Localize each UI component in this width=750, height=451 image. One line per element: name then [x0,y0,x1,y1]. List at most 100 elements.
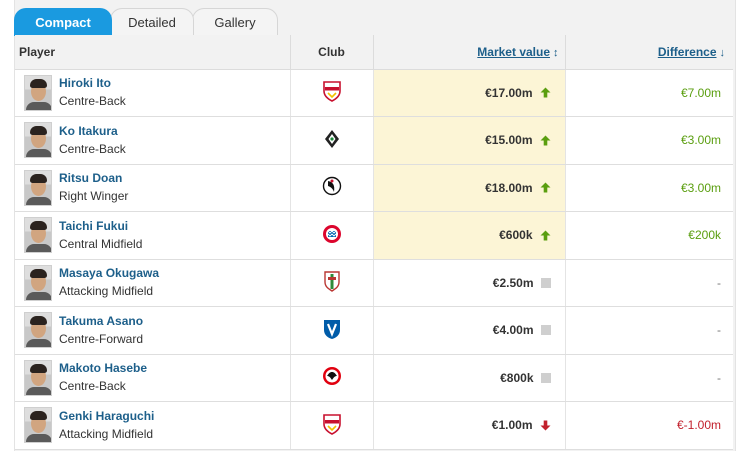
tab-detailed[interactable]: Detailed [110,8,194,36]
player-cell: Ritsu Doan Right Winger [15,164,291,212]
player-photo[interactable] [24,264,52,301]
no-change-icon [540,277,551,288]
player-position: Centre-Back [59,379,126,394]
player-name-link[interactable]: Ko Itakura [59,123,118,138]
difference-cell: €3.00m [565,116,733,165]
market-value-sort-link[interactable]: Market value [477,44,550,59]
borussia-monchengladbach-crest-icon[interactable] [322,128,342,150]
table-row: Makoto Hasebe Centre-Back €800k - [15,354,733,402]
arrow-up-icon [540,135,550,146]
table-row: Hiroki Ito Centre-Back €17.00m €7.00m [15,69,733,117]
difference-cell: €7.00m [565,69,733,117]
player-photo[interactable] [24,407,52,444]
club-cell [290,259,374,307]
table-row: Ritsu Doan Right Winger €18.00m €3.00m [15,164,733,212]
player-photo[interactable] [24,359,52,396]
difference-cell: - [565,354,733,402]
table-header-row: Player Club Market value ↕ Difference ↓ [15,35,733,70]
player-name-link[interactable]: Hiroki Ito [59,76,112,91]
market-value-cell: €800k [373,354,566,402]
fc-augsburg-crest-icon[interactable] [322,270,342,293]
player-photo[interactable] [24,74,52,111]
player-name-link[interactable]: Makoto Hasebe [59,361,148,376]
player-name-link[interactable]: Takuma Asano [59,313,144,328]
player-name-link[interactable]: Taichi Fukui [59,218,129,233]
player-column-header: Player [15,35,291,70]
sc-freiburg-crest-icon[interactable] [322,175,342,197]
vfb-stuttgart-crest-icon[interactable] [322,80,342,103]
market-value-cell: €15.00m [373,116,566,165]
tab-gallery[interactable]: Gallery [192,8,278,36]
player-position: Attacking Midfield [59,284,154,299]
market-value-column-header: Market value ↕ [373,35,566,70]
market-value-text: €17.00m [485,85,533,100]
player-photo[interactable] [24,122,52,159]
difference-cell: €3.00m [565,164,733,212]
arrow-down-icon [540,420,550,431]
player-position: Right Winger [59,189,129,204]
no-change-icon [540,325,551,336]
market-value-cell: €1.00m [373,401,566,450]
player-cell: Hiroki Ito Centre-Back [15,69,291,117]
market-value-text: €600k [499,228,533,243]
player-cell: Masaya Okugawa Attacking Midfield [15,259,291,307]
player-name-link[interactable]: Ritsu Doan [59,171,123,186]
club-cell [290,306,374,355]
market-value-text: €800k [500,370,534,385]
player-photo[interactable] [24,217,52,254]
difference-column-header: Difference ↓ [565,35,733,70]
club-cell [290,116,374,165]
arrow-up-icon [540,230,550,241]
market-value-cell: €600k [373,211,566,260]
table-row: Taichi Fukui Central Midfield €600k €200k [15,211,733,260]
table-row: Genki Haraguchi Attacking Midfield €1.00m €… [15,401,733,450]
player-cell: Taichi Fukui Central Midfield [15,211,291,260]
no-change-icon [540,372,551,383]
difference-cell: €-1.00m [565,401,733,450]
club-cell [290,354,374,402]
market-value-text: €2.50m [492,275,534,290]
club-cell [290,211,374,260]
vfl-bochum-crest-icon[interactable] [322,318,342,340]
vfb-stuttgart-crest-icon[interactable] [322,413,342,435]
table-row: Masaya Okugawa Attacking Midfield €2.50m - [15,259,733,307]
player-position: Centre-Back [59,141,126,156]
market-value-text: €18.00m [485,180,533,195]
club-cell [290,401,374,450]
market-value-cell: €4.00m [373,306,566,355]
player-position: Central Midfield [59,236,143,251]
market-value-cell: €17.00m [373,69,566,117]
difference-cell: €200k [565,211,733,260]
player-photo[interactable] [24,169,52,206]
player-position: Attacking Midfield [59,426,154,441]
arrow-up-icon [540,87,550,98]
difference-cell: - [565,259,733,307]
market-value-cell: €2.50m [373,259,566,307]
view-tabs: Gallery Detailed Compact [14,8,736,36]
player-position: Centre-Back [59,94,126,109]
difference-cell: - [565,306,733,355]
players-table: Player Club Market value ↕ Difference ↓ Hi… [15,35,733,450]
sort-both-icon[interactable]: ↕ [553,46,559,59]
difference-sort-link[interactable]: Difference [657,44,717,59]
market-value-text: €1.00m [491,418,533,433]
table-row: Takuma Asano Centre-Forward €4.00m - [15,306,733,355]
player-cell: Genki Haraguchi Attacking Midfield [15,401,291,450]
player-cell: Takuma Asano Centre-Forward [15,306,291,355]
player-photo[interactable] [24,312,52,349]
player-cell: Makoto Hasebe Centre-Back [15,354,291,402]
market-value-text: €4.00m [492,323,534,338]
arrow-up-icon [540,182,550,193]
player-name-link[interactable]: Masaya Okugawa [59,266,160,281]
player-cell: Ko Itakura Centre-Back [15,116,291,165]
club-cell [290,164,374,212]
bayern-munich-crest-icon[interactable] [322,223,342,245]
table-row: Ko Itakura Centre-Back €15.00m €3.00m [15,116,733,165]
tab-compact[interactable]: Compact [14,8,112,36]
sort-down-icon[interactable]: ↓ [719,46,726,59]
eintracht-frankfurt-crest-icon[interactable] [322,365,342,387]
player-position: Centre-Forward [59,331,144,346]
club-column-header: Club [290,35,374,70]
market-value-text: €15.00m [485,133,533,148]
player-name-link[interactable]: Genki Haraguchi [59,408,155,423]
